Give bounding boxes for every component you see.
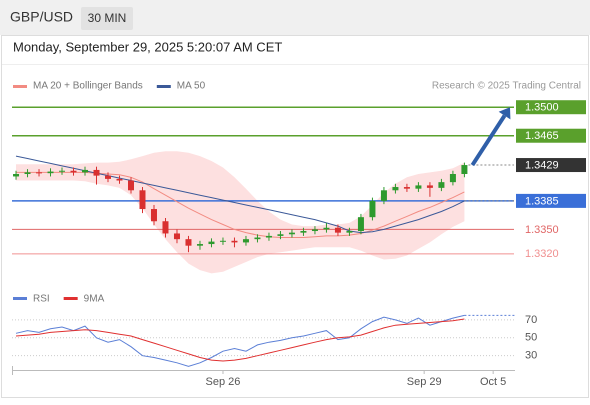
candle-body <box>300 231 307 233</box>
candle-body <box>127 180 134 191</box>
candle-body <box>139 190 146 210</box>
candle-body <box>392 187 399 191</box>
candle-body <box>219 240 226 242</box>
legend-swatch <box>13 297 27 300</box>
candle-body <box>380 190 387 201</box>
x-tick-label: Oct 5 <box>480 376 506 388</box>
y-tick-label: 30 <box>525 350 537 362</box>
candle-body <box>173 233 180 240</box>
level-label: 1.3500 <box>525 102 559 114</box>
interval-label[interactable]: 30 MIN <box>88 11 127 25</box>
symbol: GBP/USD <box>10 9 73 25</box>
candle-body <box>185 239 192 246</box>
x-tick-label: Sep 29 <box>407 376 442 388</box>
candle-body <box>415 185 422 189</box>
candle-body <box>357 217 364 232</box>
x-tick-label: Sep 26 <box>206 376 241 388</box>
candle-body <box>82 169 89 173</box>
level-label: 1.3320 <box>525 248 559 260</box>
ma-line <box>15 155 465 234</box>
level-label-box <box>516 128 586 143</box>
legend-label: MA 50 <box>177 81 206 92</box>
ma-line <box>16 171 465 238</box>
level-label-box <box>516 158 586 173</box>
candle-body <box>403 187 410 189</box>
legend-label: 9MA <box>84 294 105 305</box>
legend-swatch <box>13 85 27 88</box>
candle-body <box>449 174 456 183</box>
legend-label: RSI <box>33 294 50 305</box>
y-tick-label: 50 <box>525 332 537 344</box>
indicator-line <box>15 318 465 362</box>
candle-body <box>265 235 272 238</box>
legend-swatch <box>156 85 171 88</box>
candle-body <box>36 172 43 174</box>
candle-body <box>231 240 238 243</box>
candle-body <box>346 231 353 233</box>
level-label-box <box>516 193 586 208</box>
candle-body <box>254 237 261 240</box>
candle-body <box>70 170 77 173</box>
candle-body <box>426 185 433 188</box>
candle-body <box>461 165 468 175</box>
candle-body <box>196 244 203 246</box>
candle-body <box>369 200 376 218</box>
legend-swatch <box>63 297 78 300</box>
candle-body <box>323 227 330 230</box>
level-label: 1.3465 <box>525 130 559 142</box>
candle-body <box>311 229 318 232</box>
forecast-arrow <box>470 114 507 167</box>
level-label-box <box>516 100 586 115</box>
legend-label: MA 20 + Bollinger Bands <box>33 81 143 92</box>
candle-body <box>162 221 169 234</box>
level-label: 1.3429 <box>525 159 559 171</box>
interval-button[interactable] <box>81 7 133 30</box>
indicator-line <box>15 314 465 367</box>
candle-body <box>242 239 249 243</box>
candle-body <box>47 171 54 174</box>
timestamp: Monday, September 29, 2025 5:20:07 AM CE… <box>13 39 282 54</box>
candle-body <box>93 169 100 176</box>
candle-body <box>116 178 123 181</box>
candle-body <box>277 234 284 236</box>
candle-body <box>24 172 31 175</box>
level-label: 1.3385 <box>525 195 559 207</box>
level-label: 1.3350 <box>525 224 559 236</box>
forecast-arrowhead <box>498 107 511 120</box>
candle-body <box>288 232 295 235</box>
candle-body <box>208 241 215 245</box>
candle-body <box>59 170 66 172</box>
candle-body <box>13 174 20 177</box>
candle-body <box>150 209 157 222</box>
candle-body <box>438 182 445 188</box>
candle-body <box>334 227 341 233</box>
candle-body <box>105 175 112 179</box>
source: Research © 2025 Trading Central <box>432 81 581 92</box>
y-tick-label: 70 <box>525 314 537 326</box>
